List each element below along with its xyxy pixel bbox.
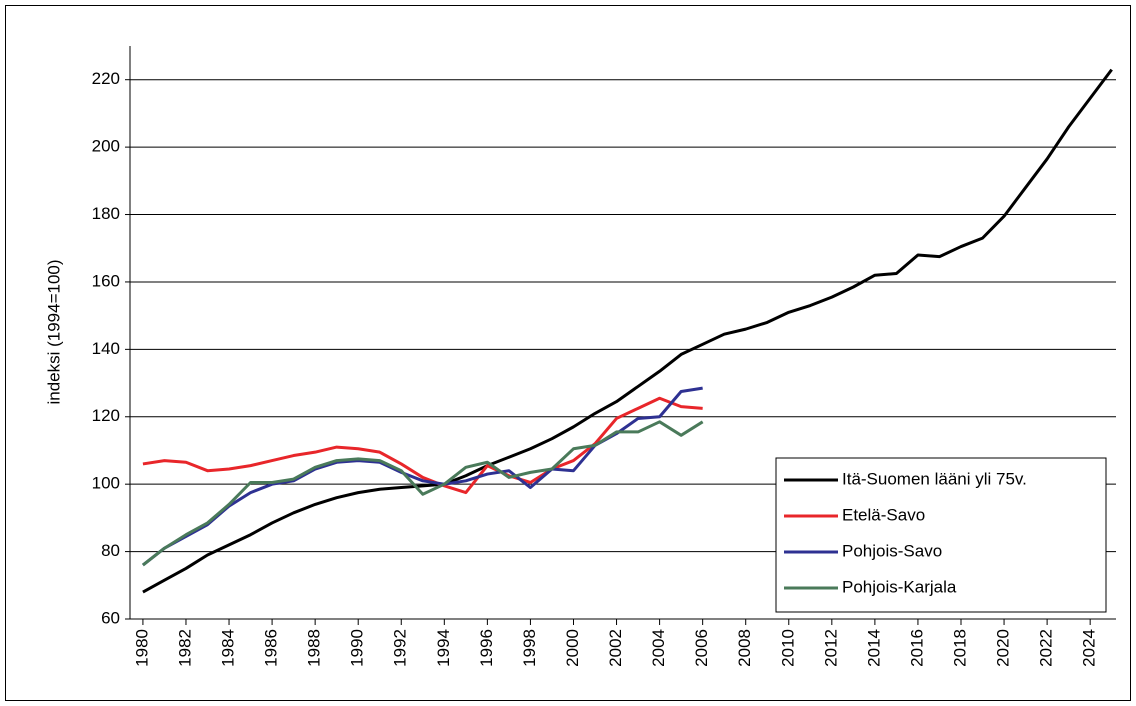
y-tick-label: 160 xyxy=(92,271,120,290)
x-tick-label: 1986 xyxy=(262,629,281,667)
legend-label: Etelä-Savo xyxy=(842,505,925,524)
x-tick-label: 1994 xyxy=(434,629,453,667)
x-tick-label: 1996 xyxy=(477,629,496,667)
y-tick-label: 120 xyxy=(92,406,120,425)
x-tick-label: 2004 xyxy=(649,629,668,667)
x-tick-label: 2000 xyxy=(563,629,582,667)
x-tick-label: 1982 xyxy=(175,629,194,667)
x-tick-label: 1984 xyxy=(219,629,238,667)
x-tick-label: 2006 xyxy=(692,629,711,667)
y-tick-label: 60 xyxy=(101,608,120,627)
series-line xyxy=(142,396,703,495)
x-tick-label: 2016 xyxy=(907,629,926,667)
series-line xyxy=(142,68,1113,594)
x-tick-label: 2010 xyxy=(778,629,797,667)
legend-box xyxy=(775,457,1107,613)
x-tick-label: 1998 xyxy=(520,629,539,667)
x-tick-label: 1988 xyxy=(305,629,324,667)
y-axis-label: indeksi (1994=100) xyxy=(44,259,63,404)
x-tick-label: 2012 xyxy=(821,629,840,667)
legend-label: Pohjois-Karjala xyxy=(842,577,957,596)
legend-label: Pohjois-Savo xyxy=(842,541,942,560)
y-tick-label: 180 xyxy=(92,204,120,223)
series-line xyxy=(141,420,704,567)
x-tick-label: 2022 xyxy=(1037,629,1056,667)
x-tick-label: 2014 xyxy=(864,629,883,667)
x-tick-label: 2008 xyxy=(735,629,754,667)
y-tick-label: 140 xyxy=(92,339,120,358)
x-tick-label: 2024 xyxy=(1080,629,1099,667)
x-tick-label: 2018 xyxy=(950,629,969,667)
y-tick-label: 200 xyxy=(92,137,120,156)
x-tick-label: 1992 xyxy=(391,629,410,667)
y-tick-label: 220 xyxy=(92,69,120,88)
x-tick-label: 2020 xyxy=(994,629,1013,667)
x-tick-label: 1980 xyxy=(132,629,151,667)
y-tick-label: 100 xyxy=(92,474,120,493)
legend-label: Itä-Suomen lääni yli 75v. xyxy=(842,469,1027,488)
x-tick-label: 2002 xyxy=(606,629,625,667)
x-tick-label: 1990 xyxy=(348,629,367,667)
y-tick-label: 80 xyxy=(101,541,120,560)
